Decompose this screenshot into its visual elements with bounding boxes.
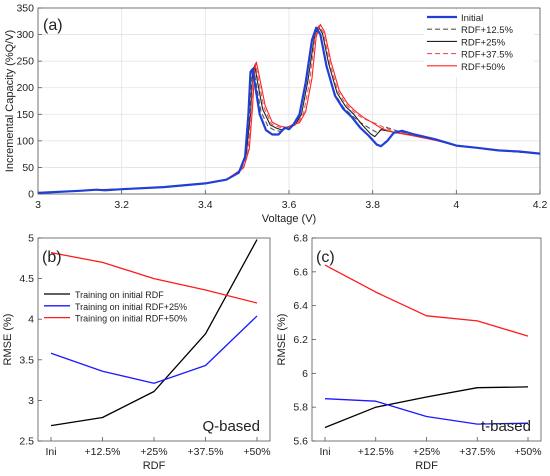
y-tick-label: 5: [28, 233, 34, 245]
y-tick-label: 100: [16, 135, 34, 147]
panel-b-label: (b): [42, 249, 62, 266]
panel-b-x-axis-label: RDF: [143, 460, 166, 472]
panel-b-q-based-rmse: Ini +12.5% +25% +37.5% +50% 2.5 3 3.5 4 4.5 5 (b)…: [2, 233, 271, 473]
y-tick-label: 5.8: [293, 402, 308, 414]
panel-c-t-based-rmse: Ini +12.5% +25% +37.5% +50% 5.6 5.8 6 6.2 6.4 6.6…: [276, 233, 542, 473]
legend-entry: RDF+25%: [461, 37, 506, 48]
x-tick-label: +37.5%: [459, 446, 495, 458]
panel-a-y-axis-label: Incremental Capacity (%Q/V): [4, 30, 16, 172]
legend-entry: RDF+12.5%: [461, 25, 514, 36]
x-tick-label: 3.6: [282, 199, 297, 211]
series-line-2: [324, 264, 529, 337]
legend-entry: Initial: [461, 13, 483, 24]
y-tick-label: 150: [16, 109, 34, 121]
panel-c-y-tick-labels: 5.6 5.8 6 6.2 6.4 6.6 6.8: [293, 233, 316, 448]
x-tick-label: 4: [453, 199, 459, 211]
series-line-1: [50, 315, 258, 384]
panel-c-plot-frame: [311, 237, 542, 442]
panel-a-x-axis-label: Voltage (V): [262, 213, 316, 225]
x-tick-label: +37.5%: [188, 446, 224, 458]
panel-a-label: (a): [43, 17, 63, 34]
panel-c-x-axis-label: RDF: [415, 460, 438, 472]
x-tick-label: +50%: [514, 446, 541, 458]
x-tick-label: 3.2: [114, 199, 129, 211]
y-tick-label: 50: [22, 162, 34, 174]
panel-a-ic-curves: 3 3.2 3.4 3.6 3.8 4 4.2 050100150200250300350 …: [4, 3, 547, 226]
series-line-1: [324, 398, 529, 425]
panel-a-x-tick-labels: 3 3.2 3.4 3.6 3.8 4 4.2: [35, 190, 547, 211]
y-tick-label: 3: [28, 395, 34, 407]
x-tick-label: +25%: [413, 446, 440, 458]
y-tick-label: 300: [16, 29, 34, 41]
panel-b-legend: Training on initial RDF Training on initi…: [44, 290, 187, 324]
panel-a-y-tick-labels: 0 50 100 150 200 250 300 350: [16, 3, 42, 201]
y-tick-label: 200: [16, 82, 34, 94]
panel-b-method-label: Q-based: [202, 418, 260, 435]
panel-b-series-lines: [50, 239, 258, 427]
legend-entry: RDF+50%: [461, 62, 506, 73]
x-tick-label: Ini: [319, 446, 330, 458]
series-line-2: [50, 251, 258, 304]
y-tick-label: 2.5: [19, 436, 34, 448]
x-tick-label: Ini: [45, 446, 56, 458]
x-tick-label: 4.2: [533, 199, 548, 211]
x-tick-label: 3.8: [365, 199, 380, 211]
panel-b-x-tick-labels: Ini +12.5% +25% +37.5% +50%: [45, 437, 271, 458]
legend-entry: RDF+37.5%: [461, 50, 514, 61]
x-tick-label: +12.5%: [85, 446, 121, 458]
x-tick-label: +12.5%: [358, 446, 394, 458]
panel-c-y-axis-label: RMSE (%): [276, 314, 288, 366]
legend-entry: Training on initial RDF+25%: [75, 302, 187, 312]
y-tick-label: 6.2: [293, 334, 308, 346]
y-tick-label: 4: [28, 314, 34, 326]
y-tick-label: 5.6: [293, 436, 308, 448]
panel-b-plot-frame: [37, 237, 271, 442]
legend-entry: Training on initial RDF: [75, 290, 164, 300]
y-tick-label: 4.5: [19, 273, 34, 285]
y-tick-label: 6.6: [293, 266, 308, 278]
y-tick-label: 6.8: [293, 233, 308, 245]
y-tick-label: 6.4: [293, 300, 308, 312]
series-line-0: [50, 239, 258, 427]
y-tick-label: 0: [28, 189, 34, 201]
series-line-0: [324, 386, 529, 429]
x-tick-label: +25%: [140, 446, 167, 458]
panel-c-method-label: t-based: [481, 418, 531, 435]
panel-b-y-axis-label: RMSE (%): [2, 314, 14, 366]
x-tick-label: 3: [35, 199, 41, 211]
panel-c-label: (c): [316, 249, 335, 266]
panel-a-series-lines: [37, 23, 541, 194]
y-tick-label: 6: [302, 368, 308, 380]
panel-b-y-tick-labels: 2.5 3 3.5 4 4.5 5: [19, 233, 42, 448]
panel-c-x-tick-labels: Ini +12.5% +25% +37.5% +50%: [319, 437, 542, 458]
y-tick-label: 3.5: [19, 354, 34, 366]
x-tick-label: 3.4: [198, 199, 213, 211]
legend-entry: Training on initial RDF+50%: [75, 314, 187, 324]
panel-c-series-lines: [324, 264, 529, 429]
series-line-initial: [37, 26, 541, 194]
x-tick-label: +50%: [243, 446, 270, 458]
y-tick-label: 250: [16, 56, 34, 68]
y-tick-label: 350: [16, 3, 34, 15]
